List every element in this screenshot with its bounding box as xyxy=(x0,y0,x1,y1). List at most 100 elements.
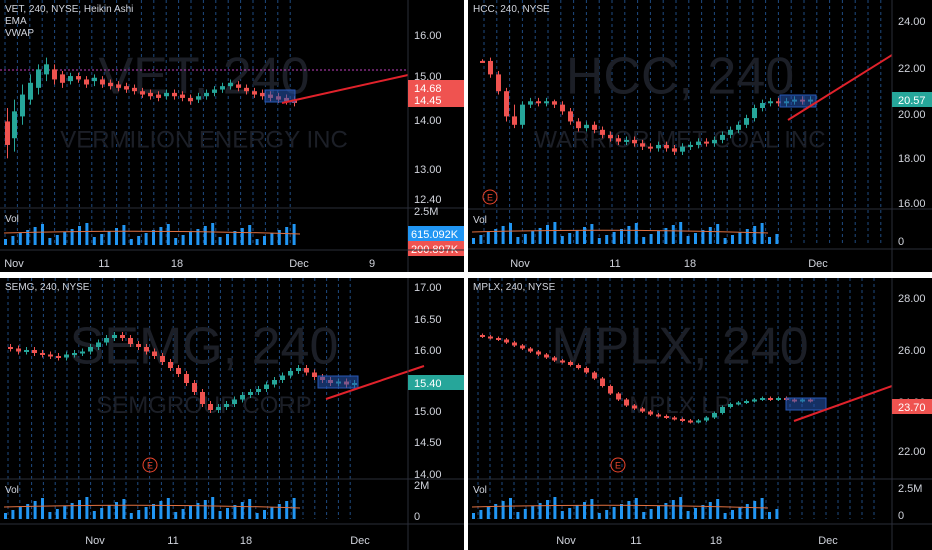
time-tick-label: 11 xyxy=(609,258,620,270)
indicator-label[interactable]: VWAP xyxy=(5,28,34,39)
candle-body xyxy=(528,101,533,105)
candle-body xyxy=(656,144,661,149)
volume-bar xyxy=(277,230,281,245)
volume-bar xyxy=(620,504,623,519)
highlight-box[interactable] xyxy=(264,89,296,103)
candle-body xyxy=(128,338,133,344)
candle-body xyxy=(16,348,21,352)
volume-bar xyxy=(18,507,22,519)
volume-bar xyxy=(292,498,296,519)
price-tick-label: 17.00 xyxy=(414,282,442,294)
candle-body xyxy=(228,82,233,87)
symbol-header[interactable]: HCC, 240, NYSE xyxy=(473,4,550,15)
candle-body xyxy=(568,362,573,365)
volume-bar xyxy=(137,236,141,245)
price-tick-label: 22.00 xyxy=(898,63,926,75)
volume-bar xyxy=(226,234,229,245)
volume-tick-label: 2M xyxy=(414,480,429,492)
highlight-box[interactable] xyxy=(317,375,359,389)
volume-label: Vol xyxy=(473,485,487,496)
symbol-header[interactable]: MPLX, 240, NYSE xyxy=(473,282,556,293)
chart-panel-semg[interactable]: SEMG, 240 SEMGROUP CORP E Vol SEMG, 240, NYS… xyxy=(0,278,464,550)
volume-bar xyxy=(583,502,586,519)
volume-bar xyxy=(753,226,757,244)
chart-panel-vet[interactable]: VET, 240 VERMILION ENERGY INC Vol VET, 240,… xyxy=(0,0,464,272)
candle-body xyxy=(640,408,645,412)
candle-body xyxy=(504,339,509,343)
candle-body xyxy=(752,399,757,402)
price-tick-label: 20.00 xyxy=(898,109,926,121)
volume-bar xyxy=(218,237,222,245)
volume-bar xyxy=(694,508,697,519)
volume-bar xyxy=(78,500,81,519)
candle-body xyxy=(760,102,765,108)
candle-body xyxy=(672,148,677,152)
candle-body xyxy=(520,104,525,125)
volume-bar xyxy=(48,238,52,245)
volume-bar xyxy=(144,507,148,519)
trend-line[interactable] xyxy=(281,74,409,104)
volume-bar xyxy=(560,236,564,244)
volume-bar xyxy=(100,234,104,245)
indicator-label[interactable]: EMA xyxy=(5,16,27,27)
chart-panel-hcc[interactable]: HCC, 240 WARRIOR MET COAL INC E Vol HCC, 240… xyxy=(468,0,932,272)
volume-bar xyxy=(538,503,542,519)
volume-bar xyxy=(597,513,601,519)
candle-body xyxy=(768,398,773,400)
volume-bar xyxy=(203,500,207,519)
candle-body xyxy=(96,342,101,347)
candle-body xyxy=(28,82,33,100)
candle-body xyxy=(244,87,249,92)
volume-bar xyxy=(4,513,7,519)
volume-bar xyxy=(760,223,764,244)
symbol-header[interactable]: VET, 240, NYSE, Heikin Ashi xyxy=(5,4,133,15)
company-watermark: VERMILION ENERGY INC xyxy=(60,127,348,154)
highlight-box[interactable] xyxy=(779,94,817,108)
volume-bar xyxy=(181,235,185,245)
volume-tick-label: 0 xyxy=(898,236,904,248)
volume-bar xyxy=(546,500,549,519)
volume-bar xyxy=(263,236,266,245)
earnings-badge[interactable] xyxy=(482,189,498,205)
symbol-header[interactable]: SEMG, 240, NYSE xyxy=(5,282,90,293)
candle-body xyxy=(40,353,45,355)
volume-bar xyxy=(479,510,483,519)
chart-panel-mplx[interactable]: MPLX, 240 MPLX LP E Vol MPLX, 240, NYSE 28.00… xyxy=(468,278,932,550)
volume-bar xyxy=(708,502,712,519)
candle-body xyxy=(480,335,485,337)
time-tick-label: 18 xyxy=(240,535,252,547)
volume-bar xyxy=(731,235,734,244)
candle-body xyxy=(736,124,741,130)
candle-body xyxy=(72,353,77,355)
trend-line[interactable] xyxy=(793,385,893,422)
volume-bar xyxy=(620,229,623,244)
candle-body xyxy=(264,384,269,389)
time-tick-label: Nov xyxy=(556,535,576,547)
volume-bar xyxy=(686,511,690,519)
horizontal-divider[interactable] xyxy=(0,272,932,278)
candle-body xyxy=(728,129,733,135)
price-tag-label: 20.57 xyxy=(898,95,926,107)
candle-body xyxy=(688,420,693,423)
price-tick-label: 16.00 xyxy=(414,345,442,357)
volume-bar xyxy=(679,497,683,519)
volume-bar xyxy=(590,224,594,244)
symbol-watermark: SEMG, 240 xyxy=(70,318,339,376)
earnings-badge[interactable] xyxy=(610,457,626,473)
time-tick-label: 18 xyxy=(171,258,183,270)
volume-bar xyxy=(605,235,609,244)
volume-bar xyxy=(270,233,274,245)
volume-bar xyxy=(516,512,520,519)
highlight-box[interactable] xyxy=(785,397,827,411)
trend-line[interactable] xyxy=(787,54,893,121)
candle-body xyxy=(624,399,629,406)
earnings-badge[interactable] xyxy=(142,457,158,473)
candle-body xyxy=(752,108,757,119)
price-tag xyxy=(408,92,464,107)
volume-bar xyxy=(486,507,490,519)
volume-ma-line xyxy=(3,230,301,235)
